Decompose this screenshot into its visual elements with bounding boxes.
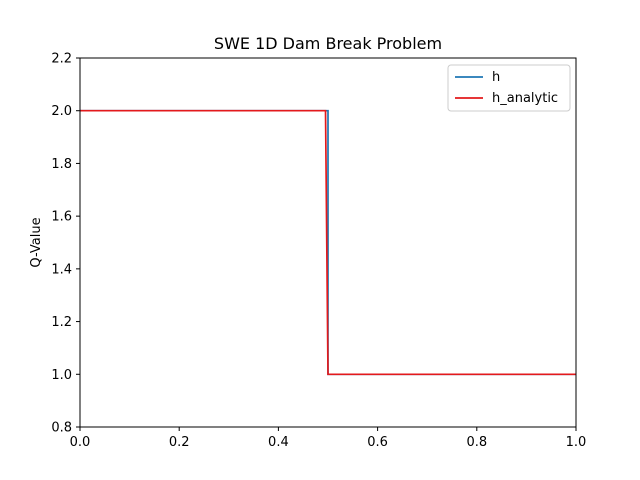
y-tick-label: 2.2	[51, 52, 72, 67]
plot-frame	[79, 57, 577, 428]
x-tick-label: 0.6	[367, 435, 388, 450]
x-tick-label: 0.0	[70, 435, 91, 450]
legend: h h_analytic	[447, 64, 571, 112]
y-tick-label: 1.6	[51, 210, 72, 225]
y-tick-label: 1.8	[51, 157, 72, 172]
y-tick-label: 2.0	[51, 104, 72, 119]
legend-label-h-analytic: h_analytic	[492, 91, 558, 106]
y-tick-label: 1.2	[51, 315, 72, 330]
series-layer	[80, 109, 576, 376]
x-tick-label: 0.8	[466, 435, 487, 450]
series-line-h-analytic	[80, 109, 576, 376]
y-tick-label: 1.0	[51, 368, 72, 383]
y-tick-label: 1.4	[51, 262, 72, 277]
y-axis-label: Q-Value	[29, 217, 44, 267]
x-tick-label: 0.4	[268, 435, 289, 450]
x-tick-label: 0.2	[169, 435, 190, 450]
legend-label-h: h	[492, 70, 500, 85]
x-axis: 0.0 0.2 0.4 0.6 0.8 1.0	[70, 427, 587, 450]
y-axis: 0.8 1.0 1.2 1.4 1.6 1.8 2.0 2.2	[51, 52, 80, 436]
y-tick-label: 0.8	[51, 421, 72, 436]
chart-title: SWE 1D Dam Break Problem	[214, 34, 442, 53]
x-tick-label: 1.0	[566, 435, 587, 450]
